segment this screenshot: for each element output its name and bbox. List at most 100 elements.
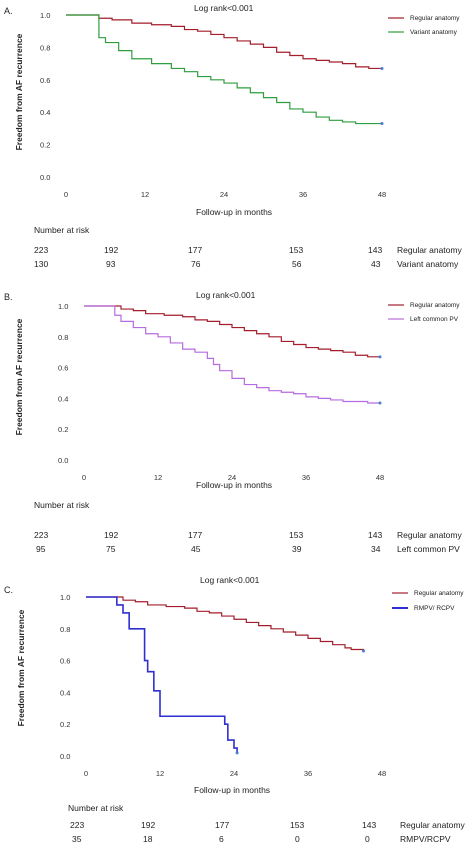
risk-table-title: Number at risk [34,500,90,510]
x-tick-label: 0 [84,769,88,778]
risk-value: 153 [289,245,304,255]
y-tick-label: 0.4 [60,688,70,697]
risk-value: 0 [295,834,300,844]
x-tick-label: 48 [376,473,384,482]
x-tick-label: 24 [230,769,238,778]
y-tick-label: 0.6 [60,657,70,666]
risk-value: 223 [34,245,49,255]
y-tick-label: 0.6 [58,364,68,373]
risk-value: 35 [72,834,82,844]
risk-value: 75 [106,544,116,554]
panel-c: C. Log rank<0.001 Freedom from AF recurr… [0,571,474,847]
survival-curve [84,305,380,404]
x-tick-label: 36 [304,769,312,778]
x-axis-label: Follow-up in months [194,785,271,795]
risk-value: 45 [191,544,201,554]
survival-curve [86,596,238,753]
censor-marker [380,122,384,126]
risk-value: 18 [143,834,153,844]
x-axis-label: Follow-up in months [196,480,273,490]
y-tick-label: 0.0 [58,456,68,465]
legend-item-regular-anatomy: Regular anatomy [410,15,460,22]
x-tick-label: 12 [156,769,164,778]
risk-value: 192 [104,530,119,540]
y-tick-label: 0.8 [60,625,70,634]
censor-marker [378,401,382,405]
risk-value: 93 [106,259,116,269]
risk-value: 6 [219,834,224,844]
chart-title: Log rank<0.001 [200,575,260,585]
legend-item-regular-anatomy: Regular anatomy [414,590,464,597]
risk-row-name: RMPV/RCPV [400,834,451,844]
risk-row-name: Regular anatomy [397,530,462,540]
y-tick-label: 0.8 [40,43,50,52]
y-tick-label: 0.2 [60,720,70,729]
x-tick-label: 48 [378,190,386,199]
y-tick-label: 0.4 [40,108,50,117]
x-tick-label: 12 [154,473,162,482]
y-tick-label: 0.8 [58,333,68,342]
panel-label: C. [4,585,13,595]
x-tick-label: 36 [302,473,310,482]
km-plot: 0.0 0.2 0.4 0.6 0.8 1.0 0 12 24 36 48 [60,592,408,778]
risk-row-name: Variant anatomy [397,259,459,269]
risk-value: 153 [289,530,304,540]
legend-item-left-common-pv: Left common PV [410,316,459,323]
chart-title: Log rank<0.001 [196,290,256,300]
y-tick-label: 0.4 [58,394,68,403]
y-tick-label: 0.0 [40,173,50,182]
x-axis-label: Follow-up in months [196,207,273,217]
risk-value: 34 [371,544,381,554]
risk-value: 130 [34,259,49,269]
x-tick-label: 0 [82,473,86,482]
risk-row-name: Regular anatomy [397,245,462,255]
legend-item-regular-anatomy: Regular anatomy [410,302,460,309]
survival-curve [86,596,365,652]
panel-b: B. Log rank<0.001 Freedom from AF recurr… [0,288,474,558]
risk-value: 143 [362,820,377,830]
risk-value: 192 [104,245,119,255]
risk-value: 143 [368,530,383,540]
risk-value: 177 [188,245,203,255]
risk-table-title: Number at risk [68,803,124,813]
x-tick-label: 24 [228,473,236,482]
km-plot: 0.0 0.2 0.4 0.6 0.8 1.0 0 12 24 36 48 [40,11,404,199]
x-tick-label: 36 [299,190,307,199]
legend-item-variant-anatomy: Variant anatomy [410,29,457,36]
risk-row-name: Left common PV [397,544,460,554]
y-tick-label: 0.2 [40,141,50,150]
risk-value: 95 [36,544,46,554]
y-tick-label: 0.0 [60,752,70,761]
risk-value: 143 [368,245,383,255]
risk-table-title: Number at risk [34,225,90,235]
risk-value: 0 [365,834,370,844]
survival-curve [66,14,382,70]
y-tick-label: 0.2 [58,425,68,434]
censor-marker [235,751,239,755]
survival-curve [84,305,380,358]
y-tick-label: 1.0 [40,11,50,20]
risk-value: 177 [215,820,230,830]
risk-value: 177 [188,530,203,540]
risk-value: 39 [292,544,302,554]
legend-item-rmpv-rcpv: RMPV/ RCPV [414,605,455,612]
km-plot: 0.0 0.2 0.4 0.6 0.8 1.0 0 12 24 36 48 [58,302,404,482]
risk-value: 56 [292,259,302,269]
risk-value: 223 [34,530,49,540]
survival-curve [66,14,382,125]
panel-a: A. Log rank<0.001 Freedom from AF recurr… [0,0,474,280]
panel-label: B. [4,292,13,302]
x-tick-label: 12 [141,190,149,199]
y-tick-label: 1.0 [58,302,68,311]
x-tick-label: 0 [64,190,68,199]
censor-marker [362,649,365,653]
risk-value: 43 [371,259,381,269]
risk-row-name: Regular anatomy [400,820,465,830]
x-tick-label: 48 [378,769,386,778]
risk-value: 223 [70,820,85,830]
risk-value: 153 [290,820,305,830]
censor-marker [378,355,382,359]
risk-value: 76 [191,259,201,269]
y-tick-label: 1.0 [60,593,70,602]
chart-title: Log rank<0.001 [194,3,254,13]
